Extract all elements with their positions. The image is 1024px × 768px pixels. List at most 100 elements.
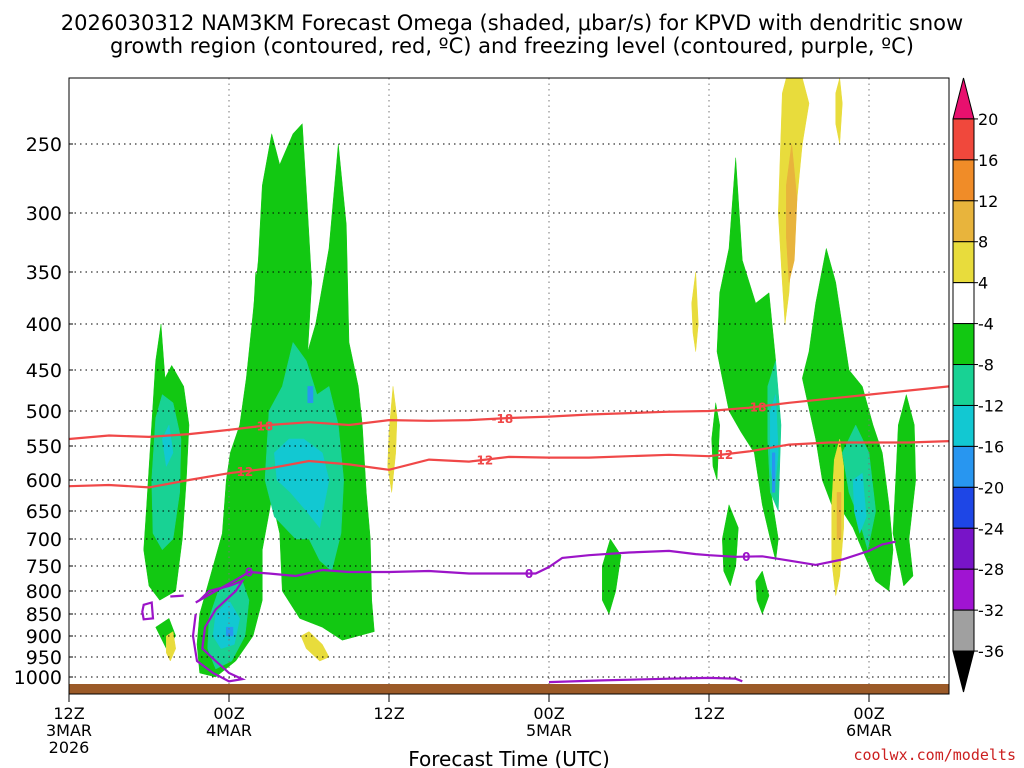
y-tick-label: 750: [26, 556, 62, 578]
colorbar-swatch: [952, 159, 975, 202]
omega-region-green: [252, 271, 262, 343]
x-tick-label: 00Z: [213, 704, 244, 723]
omega-region-green: [716, 157, 779, 561]
colorbar-swatch: [952, 404, 975, 447]
chart-title-line1: 2026030312 NAM3KM Forecast Omega (shaded…: [61, 11, 963, 35]
y-tick-label: 1000: [14, 667, 62, 689]
omega-region-gold: [786, 143, 798, 283]
y-tick-label: 600: [26, 470, 62, 492]
y-axis: 2503003504004505005506006507007508008509…: [14, 134, 73, 689]
y-tick-label: 400: [26, 314, 62, 336]
contour-label: 0: [742, 550, 750, 564]
y-tick-label: 700: [26, 529, 62, 551]
x-axis-label: Forecast Time (UTC): [408, 747, 610, 768]
omega-region-yellow: [691, 271, 699, 352]
omega-region-blue: [772, 452, 776, 493]
contour-0: [195, 540, 896, 604]
contour-label: -18: [745, 400, 767, 414]
freezing-level-loop: [191, 578, 247, 683]
y-tick-label: 500: [26, 401, 62, 423]
colorbar-swatch: [952, 568, 975, 611]
omega-region-blue: [307, 386, 314, 404]
colorbar-swatch: [952, 77, 975, 120]
colorbar-tick-label: 8: [978, 233, 988, 252]
colorbar-tick-label: -4: [978, 315, 994, 334]
colorbar-swatch: [952, 118, 975, 161]
x-tick-label: 6MAR: [846, 721, 892, 740]
omega-region-yellow: [166, 631, 176, 662]
colorbar-swatch: [952, 282, 975, 325]
x-tick-label: 12Z: [373, 704, 404, 723]
x-tick-label: 4MAR: [206, 721, 252, 740]
freezing-level-surface: [548, 676, 743, 684]
contour-label: -18: [491, 412, 513, 426]
colorbar-swatch: [952, 241, 975, 284]
y-tick-label: 300: [26, 203, 62, 225]
colorbar-swatch: [952, 364, 975, 406]
y-tick-label: 850: [26, 604, 62, 626]
colorbar-tick-label: -28: [978, 560, 1004, 579]
colorbar-swatch: [952, 609, 975, 652]
freezing-level-cell: [141, 601, 155, 621]
colorbar-tick-label: -24: [978, 519, 1004, 538]
colorbar-tick-label: 16: [978, 151, 998, 170]
omega-region-gold: [836, 492, 842, 540]
colorbar-tick-label: -8: [978, 356, 994, 375]
omega-region-yellow: [387, 386, 398, 493]
omega-region-blue: [226, 626, 234, 637]
colorbar-swatch: [952, 323, 975, 366]
plot-frame: [68, 77, 950, 695]
grid-layer: [68, 78, 949, 684]
colorbar-tick-label: -12: [978, 396, 1004, 415]
omega-shading-layer: [143, 78, 916, 678]
contour-label-layer: -18 -18 -18 -12 -12 -12 0 0 0: [231, 400, 767, 581]
colorbar-swatch: [952, 445, 975, 488]
omega-region-green: [755, 570, 770, 615]
omega-region-yellow: [300, 631, 330, 662]
x-tick-label: 12Z: [53, 704, 84, 723]
contour-label: 0: [525, 567, 533, 581]
colorbar-swatch: [952, 200, 975, 243]
x-tick-label: 00Z: [853, 704, 884, 723]
colorbar-swatch: [952, 486, 975, 529]
omega-region-cyan: [852, 472, 867, 535]
colorbar-swatch: [952, 650, 975, 693]
contour-label: -18: [251, 419, 273, 433]
credit-link[interactable]: coolwx.com/modelts: [853, 746, 1016, 764]
x-tick-label: 12Z: [693, 704, 724, 723]
omega-region-green: [892, 393, 916, 587]
chart-title-line2: growth region (contoured, red, ºC) and f…: [110, 34, 914, 58]
colorbar-tick-label: 12: [978, 192, 998, 211]
colorbar-tick-label: -36: [978, 642, 1004, 661]
colorbar-swatch: [952, 527, 975, 570]
omega-region-green: [802, 248, 894, 592]
y-tick-label: 650: [26, 501, 62, 523]
y-tick-label: 550: [26, 436, 62, 458]
x-tick-label: 3MAR: [46, 721, 92, 740]
omega-region-green: [602, 538, 622, 615]
x-tick-label: 5MAR: [526, 721, 572, 740]
colorbar-tick-label: -32: [978, 601, 1004, 620]
y-tick-label: 450: [26, 360, 62, 382]
colorbar: 20 16 12 8 4 -4 -8 -12 -16 -20 -24 -28 -32 -36: [952, 77, 1004, 693]
contour--12: [69, 440, 949, 489]
x-tick-label: 00Z: [533, 704, 564, 723]
contour-layer: [69, 385, 949, 684]
y-tick-label: 950: [26, 647, 62, 669]
contour-label: -12: [711, 448, 733, 462]
contour-label: -12: [471, 454, 493, 468]
colorbar-tick-label: -20: [978, 478, 1004, 497]
y-tick-label: 800: [26, 581, 62, 603]
omega-region-green: [722, 503, 739, 587]
ground-surface: [69, 684, 949, 694]
colorbar-tick-label: 20: [978, 110, 998, 129]
omega-region-green: [711, 402, 720, 481]
colorbar-tick-label: -16: [978, 437, 1004, 456]
x-tick-label: 2026: [49, 738, 90, 757]
contour-label: 0: [245, 566, 253, 580]
omega-region-yellow: [835, 78, 843, 145]
colorbar-tick-label: 4: [978, 274, 988, 293]
y-tick-label: 350: [26, 262, 62, 284]
